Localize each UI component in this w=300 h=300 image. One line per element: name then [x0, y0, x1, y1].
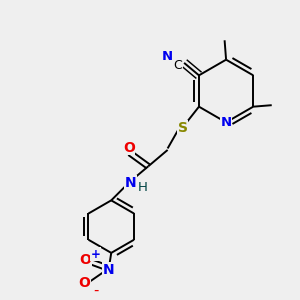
Text: N: N	[124, 176, 136, 190]
Text: H: H	[137, 181, 147, 194]
Text: O: O	[78, 276, 90, 290]
Text: -: -	[93, 283, 99, 298]
Text: S: S	[178, 121, 188, 135]
Text: +: +	[91, 248, 100, 261]
Text: N: N	[103, 262, 115, 277]
Text: N: N	[220, 116, 232, 129]
Text: O: O	[80, 253, 92, 267]
Text: N: N	[162, 50, 173, 63]
Text: C: C	[173, 59, 182, 72]
Text: O: O	[123, 141, 135, 154]
